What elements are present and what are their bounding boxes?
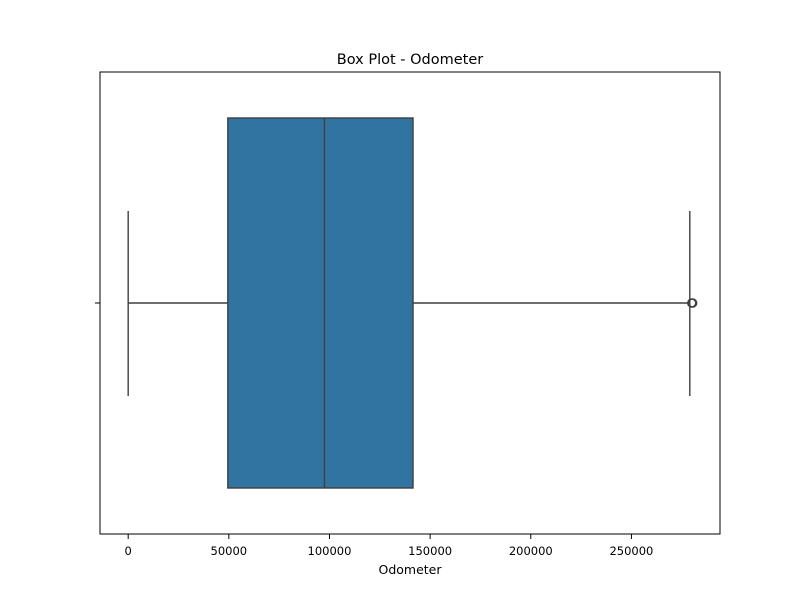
outlier-point bbox=[687, 298, 698, 308]
x-axis-label: Odometer bbox=[378, 562, 442, 577]
x-tick-label: 50000 bbox=[211, 544, 248, 558]
x-tick-label: 200000 bbox=[509, 544, 553, 558]
plot-area bbox=[95, 71, 721, 535]
x-axis-ticks: 0 50000 100000 150000 200000 250000 bbox=[125, 534, 653, 558]
x-tick-label: 0 bbox=[125, 544, 132, 558]
x-tick-label: 250000 bbox=[609, 544, 653, 558]
chart-title: Box Plot - Odometer bbox=[337, 52, 483, 68]
x-tick-label: 150000 bbox=[408, 544, 452, 558]
x-tick-label: 100000 bbox=[308, 544, 352, 558]
interquartile-box bbox=[227, 117, 414, 489]
